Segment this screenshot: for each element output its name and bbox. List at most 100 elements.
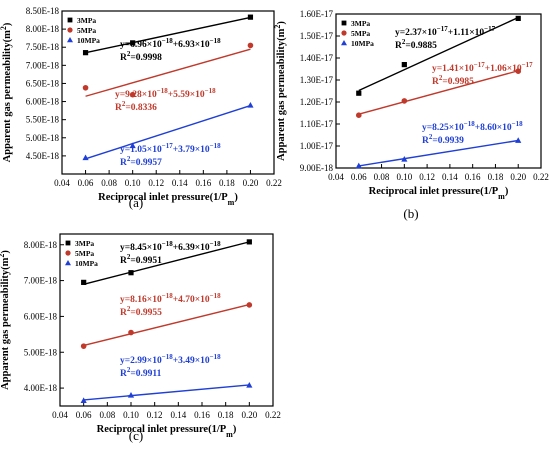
data-point-10mpa <box>80 397 87 404</box>
data-point-3mpa <box>128 270 134 276</box>
fit-equation: y=2.37×10−17+1.11×10−17 <box>395 25 496 38</box>
fit-equation: y=6.96×10−18+6.93×10−18 <box>120 37 221 50</box>
panel-label: (a) <box>129 195 143 210</box>
y-tick-label: 1.30E-17 <box>300 75 334 85</box>
fit-line-10mpa <box>358 139 519 167</box>
legend-label: 3MPa <box>351 19 370 28</box>
x-tick-label: 0.22 <box>266 178 282 188</box>
y-tick-label: 5.50E-18 <box>26 115 60 125</box>
data-point-5mpa <box>515 68 522 74</box>
data-point-10mpa <box>355 162 362 169</box>
y-tick-label: 4.00E-18 <box>24 383 58 393</box>
legend-marker-3mpa <box>67 17 73 23</box>
legend-label: 10MPa <box>75 259 98 268</box>
fit-equation: y=1.41×10−17+1.06×10−17 <box>432 61 533 74</box>
chart-panel-b: 0.04 0.06 0.08 0.10 0.12 0.14 0.16 0.18 0.20 0.22… <box>273 9 549 221</box>
y-tick-label: 1.20E-17 <box>300 97 334 107</box>
legend-marker-3mpa <box>65 240 71 246</box>
y-tick-label: 5.00E-18 <box>24 347 58 357</box>
x-tick-label: 0.10 <box>125 178 141 188</box>
y-tick-label: 9.00E-18 <box>300 163 334 173</box>
fit-equation: y=2.99×10−18+3.49×10−18 <box>120 353 221 366</box>
legend-label: 10MPa <box>77 36 100 45</box>
x-tick-label: 0.18 <box>488 172 504 182</box>
x-tick-label: 0.20 <box>243 178 259 188</box>
legend-label: 5MPa <box>77 26 96 35</box>
legend-label: 5MPa <box>351 29 370 38</box>
y-tick-label: 1.00E-17 <box>300 141 334 151</box>
plot-frame <box>335 13 542 169</box>
x-tick-label: 0.22 <box>533 172 549 182</box>
x-tick-label: 0.16 <box>465 172 481 182</box>
data-point-5mpa <box>129 91 136 98</box>
fit-r-squared: R2=0.9957 <box>120 155 162 168</box>
x-tick-label: 0.10 <box>123 410 139 420</box>
data-point-10mpa <box>515 137 522 143</box>
y-tick-label: 4.50E-18 <box>26 151 60 161</box>
data-point-3mpa <box>82 50 89 56</box>
x-tick-label: 0.08 <box>374 172 390 182</box>
fit-line-3mpa <box>83 241 250 285</box>
y-tick-label: 5.00E-18 <box>26 133 60 143</box>
fit-r-squared: R2=0.9951 <box>120 253 162 266</box>
legend-marker-5mpa <box>65 250 71 256</box>
data-point-5mpa <box>247 42 254 49</box>
fit-equation: y=1.05×10−17+3.79×10−18 <box>120 142 221 155</box>
y-tick-label: 6.00E-18 <box>24 311 58 321</box>
x-axis-label: Reciprocal inlet pressure(1/Pm) <box>97 424 237 439</box>
y-axis-label: Apparent gas permeability(m2) <box>0 250 11 390</box>
legend-label: 5MPa <box>75 249 94 258</box>
fit-equation: y=8.45×10−18+6.39×10−18 <box>120 240 221 253</box>
data-point-10mpa <box>82 154 89 161</box>
fit-line-5mpa <box>83 303 250 347</box>
legend-marker-10mpa <box>67 37 73 43</box>
y-tick-label: 1.40E-17 <box>300 53 334 63</box>
y-axis-label: Apparent gas permeability(m2) <box>0 22 13 162</box>
data-point-3mpa <box>247 14 254 20</box>
fit-r-squared: R2=0.9998 <box>120 50 162 63</box>
fit-line-5mpa <box>358 70 519 115</box>
x-tick-label: 0.14 <box>442 172 458 182</box>
legend-label: 3MPa <box>75 239 94 248</box>
y-tick-label: 1.60E-17 <box>300 9 334 19</box>
x-tick-label: 0.06 <box>351 172 367 182</box>
x-tick-label: 0.04 <box>52 410 68 420</box>
x-tick-label: 0.16 <box>195 178 211 188</box>
x-tick-label: 0.18 <box>218 410 234 420</box>
y-tick-label: 7.50E-18 <box>26 42 60 52</box>
y-tick-label: 1.50E-17 <box>300 31 334 41</box>
x-tick-label: 0.14 <box>170 410 186 420</box>
x-tick-label: 0.08 <box>101 178 117 188</box>
legend-label: 10MPa <box>351 39 374 48</box>
y-tick-label: 8.00E-18 <box>24 240 58 250</box>
data-point-5mpa <box>355 112 362 118</box>
x-tick-label: 0.22 <box>265 410 281 420</box>
plot-frame <box>61 10 275 175</box>
chart-panel-c: 0.04 0.06 0.08 0.10 0.12 0.14 0.16 0.18 0.20 0.22… <box>0 233 281 443</box>
y-tick-label: 8.00E-18 <box>26 24 60 34</box>
x-tick-label: 0.10 <box>396 172 412 182</box>
data-point-5mpa <box>128 329 134 336</box>
x-axis-label: Reciprocal inlet pressure(1/Pm) <box>98 192 238 207</box>
x-tick-label: 0.12 <box>147 410 163 420</box>
data-point-10mpa <box>401 156 408 162</box>
data-point-10mpa <box>127 392 135 398</box>
data-point-3mpa <box>130 40 136 46</box>
data-point-5mpa <box>80 343 87 349</box>
x-tick-label: 0.04 <box>328 172 344 182</box>
y-tick-label: 6.00E-18 <box>26 97 60 107</box>
x-axis-label: Reciprocal inlet pressure(1/Pm) <box>369 186 509 201</box>
x-tick-label: 0.16 <box>194 410 210 420</box>
chart-panel-a: 0.04 0.06 0.08 0.10 0.12 0.14 0.16 0.18 0.20 0.22… <box>0 6 282 210</box>
fit-equation: y=9.28×10−18+5.59×10−18 <box>115 87 216 100</box>
data-point-3mpa <box>515 15 521 21</box>
data-point-3mpa <box>401 62 407 68</box>
legend-label: 3MPa <box>77 16 96 25</box>
fit-line-3mpa <box>358 16 519 92</box>
panel-label: (c) <box>129 428 143 443</box>
data-point-3mpa <box>246 239 252 245</box>
legend-marker-3mpa <box>341 20 347 26</box>
fit-r-squared: R2=0.8336 <box>115 100 157 113</box>
y-tick-label: 1.10E-17 <box>300 119 334 129</box>
fit-line-5mpa <box>85 48 251 97</box>
